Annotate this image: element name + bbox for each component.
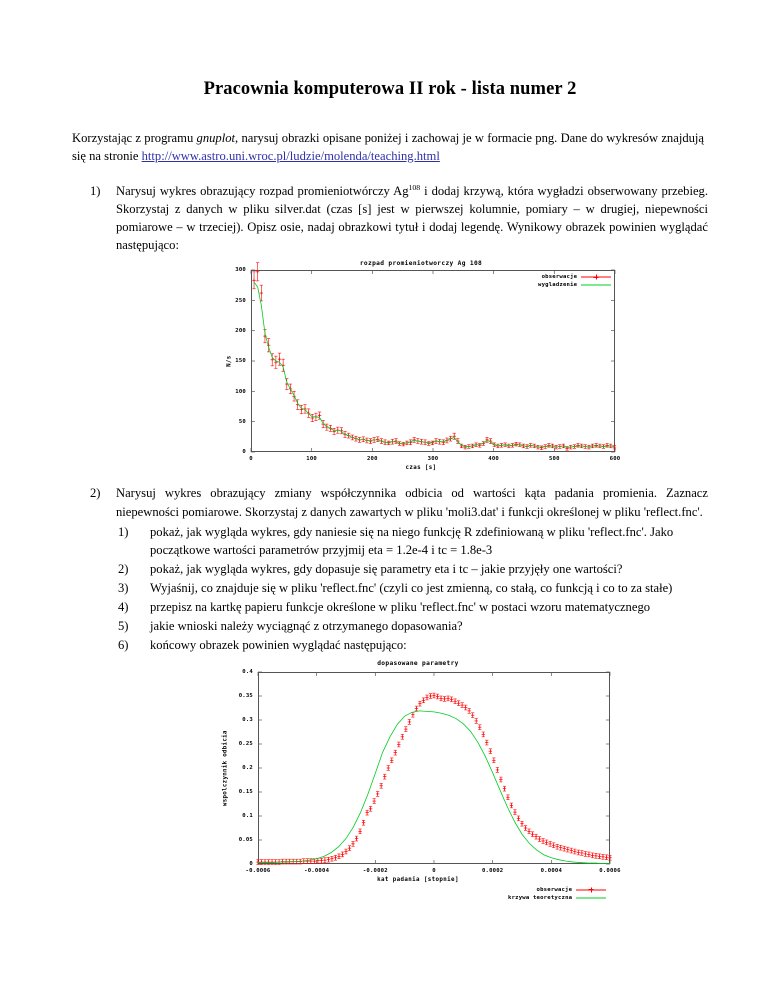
task-2-text: Narysuj wykres obrazujący zmiany współcz… — [116, 486, 708, 519]
subtask-item-3: 3) Wyjaśnij, co znajduje się w pliku 're… — [116, 579, 708, 597]
task-list: 1) Narysuj wykres obrazujący rozpad prom… — [72, 182, 708, 910]
subtask-3-marker: 3) — [118, 581, 129, 596]
task-1-text-b: i dodaj krzywą, która wygładzi obserwowa… — [116, 183, 708, 253]
subtask-6-text: końcowy obrazek powinien wyglądać następ… — [150, 638, 407, 653]
subtask-1-text: pokaż, jak wygląda wykres, gdy naniesie … — [150, 524, 674, 557]
subtask-5-text: jakie wnioski należy wyciągnąć z otrzyma… — [150, 619, 463, 634]
x-axis-tick-label: 0.0004 — [540, 867, 563, 874]
chart-title: rozpad promieniotworczy Ag 108 — [359, 260, 483, 268]
x-axis-tick-label: 200 — [366, 456, 378, 463]
y-axis-tick-label: 0.2 — [242, 764, 253, 771]
x-axis-tick-label: 0 — [249, 456, 253, 463]
subtask-2-marker: 2) — [118, 561, 129, 576]
y-axis-tick-label: 100 — [235, 388, 246, 395]
legend-swatch — [581, 282, 612, 289]
x-axis-label: kat padania [stopnie] — [377, 876, 459, 883]
intro-text-after: , narysuj obrazki opisane poniżej i zach… — [72, 131, 704, 164]
intro-paragraph: Korzystając z programu gnuplot, narysuj … — [72, 130, 708, 166]
y-axis-tick-label: 0.35 — [238, 692, 253, 699]
x-axis-tick-label: 0.0006 — [599, 867, 621, 874]
intro-program-name: gnuplot — [196, 131, 236, 146]
task-2-marker: 2) — [90, 486, 101, 501]
y-axis-tick-label: 0.3 — [242, 716, 253, 723]
y-axis-tick-label: 300 — [235, 267, 246, 274]
subtask-item-4: 4) przepisz na kartkę papieru funkcje ok… — [116, 598, 708, 616]
legend-label: krzywa teoretyczna — [508, 894, 573, 901]
figure-2-wrapper: dopasowane parametry 0 0.05 0.1 0.15 0.2 0.25 0… — [116, 656, 708, 910]
legend-swatch — [576, 886, 607, 893]
subtask-4-marker: 4) — [118, 600, 129, 615]
subtask-4-text: przepisz na kartkę papieru funkcje okreś… — [150, 600, 651, 615]
intro-text-before: Korzystając z programu — [72, 131, 197, 146]
legend-label: obserwacje — [536, 886, 573, 893]
legend-entry: obserwacje — [508, 886, 607, 894]
figure-1-wrapper: rozpad promieniotworczy Ag 108 0 50 100 150 2… — [116, 254, 708, 480]
subtask-item-1: 1) pokaż, jak wygląda wykres, gdy nanies… — [116, 523, 708, 559]
y-axis-tick-label: 150 — [235, 358, 246, 365]
task-1-marker: 1) — [90, 183, 101, 198]
subtask-6-marker: 6) — [118, 638, 129, 653]
chart-legend: obserwacje wygladzenie — [538, 273, 612, 289]
legend-entry: obserwacje — [538, 273, 612, 281]
task-item-2: 2) Narysuj wykres obrazujący zmiany wspó… — [72, 484, 708, 910]
x-axis-tick-label: -0.0006 — [245, 867, 271, 874]
page-title: Pracownia komputerowa II rok - lista num… — [203, 79, 577, 99]
x-axis-tick-label: -0.0002 — [362, 867, 388, 874]
subtask-2-text: pokaż, jak wygląda wykres, gdy dopasuje … — [150, 561, 623, 576]
legend-swatch — [576, 894, 607, 901]
x-axis-tick-label: 500 — [548, 456, 560, 463]
chart-reflection-coefficient: dopasowane parametry 0 0.05 0.1 0.15 0.2 0.25 0… — [218, 659, 621, 910]
subtask-5-marker: 5) — [118, 619, 129, 634]
legend-label: wygladzenie — [538, 282, 578, 289]
chart-canvas — [256, 671, 612, 865]
y-axis-tick-label: 0.25 — [238, 740, 253, 747]
series-line — [258, 710, 610, 864]
legend-label: obserwacje — [541, 274, 578, 281]
x-axis-tick-label: 600 — [609, 456, 621, 463]
series-line — [253, 282, 615, 449]
y-axis-tick-label: 0 — [242, 449, 246, 456]
chart-title: dopasowane parametry — [377, 659, 459, 667]
y-axis-tick-label: 250 — [235, 297, 246, 304]
legend-entry: krzywa teoretyczna — [508, 894, 607, 902]
subtask-item-5: 5) jakie wnioski należy wyciągnąć z otrz… — [116, 617, 708, 635]
isotope-superscript: 108 — [408, 182, 421, 192]
x-axis-tick-label: 300 — [427, 456, 439, 463]
x-axis-tick-label: 0 — [432, 867, 436, 874]
subtask-item-6: 6) końcowy obrazek powinien wyglądać nas… — [116, 636, 708, 654]
legend-entry: wygladzenie — [538, 281, 612, 289]
task-1-text-a: Narysuj wykres obrazujący rozpad promien… — [116, 183, 409, 198]
chart-canvas — [250, 262, 617, 453]
subtask-1-marker: 1) — [118, 524, 129, 539]
x-axis-tick-label: -0.0004 — [304, 867, 330, 874]
y-axis-tick-label: 0.05 — [238, 836, 253, 843]
y-axis-tick-label: 50 — [238, 419, 246, 426]
y-axis-tick-label: 200 — [235, 328, 246, 335]
teaching-page-link[interactable]: http://www.astro.uni.wroc.pl/ludzie/mole… — [141, 149, 440, 164]
y-axis-tick-label: 0.15 — [238, 788, 253, 795]
legend-swatch — [581, 274, 612, 281]
y-axis-tick-label: 0.4 — [242, 668, 253, 675]
x-axis-tick-label: 0.0002 — [481, 867, 504, 874]
x-axis-tick-label: 400 — [488, 456, 500, 463]
y-axis-tick-label: 0.1 — [242, 812, 253, 819]
y-axis-tick-label: 0 — [249, 860, 253, 867]
subtask-3-text: Wyjaśnij, co znajduje się w pliku 'refle… — [150, 581, 673, 596]
x-axis-tick-label: 100 — [306, 456, 318, 463]
x-axis-label: czas [s] — [405, 465, 437, 472]
chart-radioactive-decay: rozpad promieniotworczy Ag 108 0 50 100 150 2… — [221, 260, 621, 479]
task-2-sublist: 1) pokaż, jak wygląda wykres, gdy nanies… — [116, 523, 708, 655]
task-item-1: 1) Narysuj wykres obrazujący rozpad prom… — [72, 182, 708, 481]
chart-legend: obserwacje krzywa teoretyczna — [508, 886, 607, 902]
subtask-item-2: 2) pokaż, jak wygląda wykres, gdy dopasu… — [116, 560, 708, 578]
